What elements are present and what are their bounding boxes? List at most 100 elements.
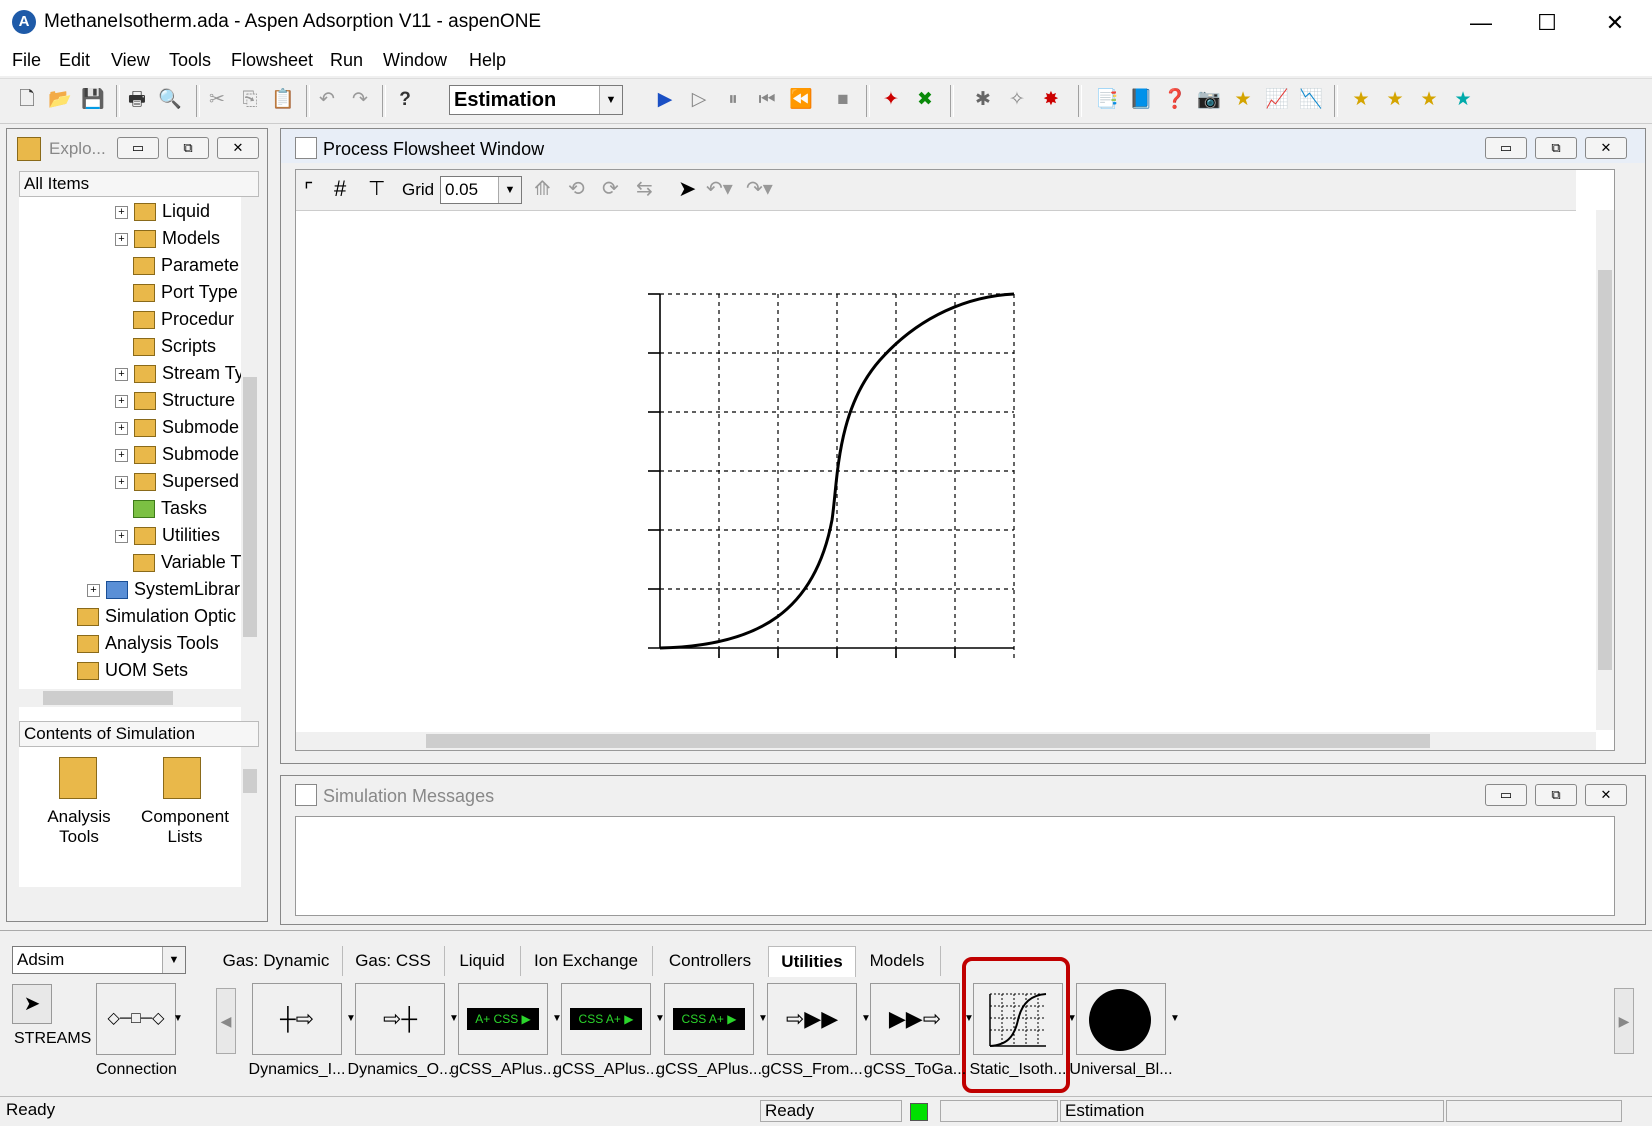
tree-item-simulation-options[interactable]: Simulation Optic bbox=[77, 606, 236, 632]
tree-item-procedures[interactable]: Procedur bbox=[133, 309, 234, 335]
menu-file[interactable]: File bbox=[12, 50, 42, 70]
paste-icon[interactable]: 📋 bbox=[271, 89, 295, 110]
flowsheet-canvas[interactable]: ⌜ # ⊤ Grid 0.05 ▼ ⟰ ⟲ ⟳ ⇆ ➤ ↶▾ ↷▾ bbox=[295, 169, 1615, 751]
chevron-down-icon[interactable]: ▼ bbox=[1067, 1013, 1077, 1024]
redo-icon[interactable]: ↷▾ bbox=[746, 178, 773, 200]
tree-item-superseded[interactable]: + Supersed bbox=[115, 471, 239, 497]
palette-gcss-toga[interactable]: ▶▶⇨ ▼ bbox=[870, 983, 974, 1055]
contents-item-analysis-tools[interactable]: Analysis Tools bbox=[47, 807, 111, 846]
tree-item-analysis-tools[interactable]: Analysis Tools bbox=[77, 633, 219, 659]
menu-flowsheet[interactable]: Flowsheet bbox=[231, 50, 314, 70]
chevron-down-icon[interactable]: ▼ bbox=[758, 1013, 768, 1024]
tree-item-submodels-1[interactable]: + Submode bbox=[115, 417, 239, 443]
palette-gcss-aplus-2[interactable]: CSS A+ ▶ ▼ bbox=[561, 983, 665, 1055]
restart-icon[interactable]: ⏮ bbox=[758, 89, 776, 110]
palette-gcss-aplus-1[interactable]: A+ CSS ▶ ▼ bbox=[458, 983, 562, 1055]
tree-item-scripts[interactable]: Scripts bbox=[133, 336, 216, 362]
ask-icon[interactable]: ❓ bbox=[1163, 89, 1187, 110]
run-mode-select[interactable]: Estimation ▼ bbox=[449, 85, 623, 115]
tree-item-submodels-2[interactable]: + Submode bbox=[115, 444, 239, 470]
table-plot-icon[interactable]: 📉 bbox=[1299, 89, 1323, 110]
menu-view[interactable]: View bbox=[111, 50, 150, 70]
redo-icon[interactable]: ↷ bbox=[352, 89, 368, 110]
tree-item-liquid[interactable]: + Liquid bbox=[115, 201, 210, 227]
check-icon[interactable]: ✦ bbox=[883, 89, 899, 110]
explorer-icon[interactable]: 📑 bbox=[1095, 89, 1119, 110]
menu-run[interactable]: Run bbox=[330, 50, 364, 70]
tree-item-models[interactable]: + Models bbox=[115, 228, 220, 254]
minimize-button[interactable]: — bbox=[1470, 10, 1492, 35]
tree-item-parameters[interactable]: Paramete bbox=[133, 255, 239, 281]
rotate-right-icon[interactable]: ⟳ bbox=[602, 178, 619, 200]
library-selector[interactable]: Adsim ▼ bbox=[12, 946, 186, 974]
tree-item-port-types[interactable]: Port Type bbox=[133, 282, 238, 308]
snap-icon[interactable]: ⊤ bbox=[368, 178, 386, 200]
run-icon[interactable]: ▶ bbox=[657, 89, 673, 110]
plot-icon[interactable]: 📈 bbox=[1265, 89, 1289, 110]
wizard-c-icon[interactable]: ★ bbox=[1420, 89, 1438, 110]
grid-icon[interactable]: # bbox=[334, 176, 347, 201]
chevron-down-icon[interactable]: ▼ bbox=[449, 1013, 459, 1024]
close-button[interactable]: ✕ bbox=[1605, 10, 1625, 35]
wizard-b-icon[interactable]: ★ bbox=[1386, 89, 1404, 110]
tree-item-system-library[interactable]: + SystemLibrar bbox=[87, 579, 240, 605]
palette-scroll-left[interactable]: ◀ bbox=[216, 988, 236, 1054]
flowsheet-vertical-scrollbar[interactable] bbox=[1596, 210, 1614, 730]
messages-area[interactable] bbox=[295, 816, 1615, 916]
flowsheet-restore-button[interactable]: ⧉ bbox=[1535, 137, 1577, 159]
contents-item-component-lists[interactable]: Component Lists bbox=[141, 807, 229, 846]
star-icon[interactable]: ★ bbox=[1234, 89, 1252, 110]
connection-stream-button[interactable]: ◇─□─◇ bbox=[96, 983, 176, 1055]
menu-window[interactable]: Window bbox=[383, 50, 448, 70]
palette-static-isotherm[interactable]: ▼ bbox=[973, 983, 1077, 1055]
grid-size-select[interactable]: 0.05 ▼ bbox=[440, 176, 522, 204]
tree-item-uom-sets[interactable]: UOM Sets bbox=[77, 660, 188, 686]
palette-gcss-from[interactable]: ⇨▶▶ ▼ bbox=[767, 983, 871, 1055]
tree-item-tasks[interactable]: Tasks bbox=[133, 498, 207, 524]
wizard-d-icon[interactable]: ★ bbox=[1454, 89, 1472, 110]
align-icon[interactable]: ⌜ bbox=[304, 180, 314, 202]
tool-c-icon[interactable]: ✸ bbox=[1043, 89, 1059, 110]
flowsheet-horizontal-scrollbar[interactable] bbox=[296, 732, 1596, 750]
stop-icon[interactable]: ■ bbox=[837, 89, 849, 110]
tab-ion-exchange[interactable]: Ion Exchange bbox=[520, 946, 653, 976]
palette-dynamics-in[interactable]: ┼⇨ ▼ bbox=[252, 983, 356, 1055]
library-icon[interactable]: 📘 bbox=[1129, 89, 1153, 110]
tool-a-icon[interactable]: ✱ bbox=[975, 89, 991, 110]
menu-edit[interactable]: Edit bbox=[59, 50, 91, 70]
tab-controllers[interactable]: Controllers bbox=[652, 946, 769, 976]
explorer-close-button[interactable]: ✕ bbox=[217, 137, 259, 159]
tab-gas-css[interactable]: Gas: CSS bbox=[342, 946, 445, 976]
messages-close-button[interactable]: ✕ bbox=[1585, 784, 1627, 806]
flowsheet-close-button[interactable]: ✕ bbox=[1585, 137, 1627, 159]
pointer-icon[interactable]: ➤ bbox=[678, 176, 697, 201]
palette-universal-block[interactable]: ▼ bbox=[1076, 983, 1180, 1055]
tree-item-variable-types[interactable]: Variable T bbox=[133, 552, 241, 578]
explorer-restore-button[interactable]: ⧉ bbox=[167, 137, 209, 159]
messages-restore-button[interactable]: ⧉ bbox=[1535, 784, 1577, 806]
print-icon[interactable]: 🖶 bbox=[128, 89, 146, 110]
print-preview-icon[interactable]: 🔍 bbox=[158, 89, 182, 110]
messages-minimize-button[interactable]: ▭ bbox=[1485, 784, 1527, 806]
pause-icon[interactable]: ⏸ bbox=[728, 89, 738, 110]
maximize-button[interactable]: ☐ bbox=[1537, 10, 1557, 35]
rewind-icon[interactable]: ⏪ bbox=[789, 89, 813, 110]
flowsheet-minimize-button[interactable]: ▭ bbox=[1485, 137, 1527, 159]
tab-gas-dynamic[interactable]: Gas: Dynamic bbox=[210, 946, 343, 976]
copy-icon[interactable]: ⎘ bbox=[242, 89, 258, 110]
open-folder-icon[interactable]: 📂 bbox=[48, 89, 72, 110]
chevron-down-icon[interactable]: ▼ bbox=[552, 1013, 562, 1024]
tree-item-utilities[interactable]: + Utilities bbox=[115, 525, 220, 551]
menu-help[interactable]: Help bbox=[469, 50, 507, 70]
save-icon[interactable]: 💾 bbox=[81, 89, 105, 110]
connection-dropdown[interactable]: ▼ bbox=[173, 1013, 183, 1024]
rotate-left-icon[interactable]: ⟲ bbox=[568, 178, 585, 200]
pointer-select-button[interactable]: ➤ bbox=[12, 984, 52, 1024]
chevron-down-icon[interactable]: ▼ bbox=[1170, 1013, 1180, 1024]
help-pointer-icon[interactable]: ? bbox=[399, 89, 411, 110]
tool-b-icon[interactable]: ✧ bbox=[1009, 89, 1025, 110]
contents-vertical-scrollbar[interactable] bbox=[241, 747, 259, 887]
cut-icon[interactable]: ✂ bbox=[209, 89, 225, 110]
tree-item-stream-types[interactable]: + Stream Ty bbox=[115, 363, 244, 389]
explorer-minimize-button[interactable]: ▭ bbox=[117, 137, 159, 159]
